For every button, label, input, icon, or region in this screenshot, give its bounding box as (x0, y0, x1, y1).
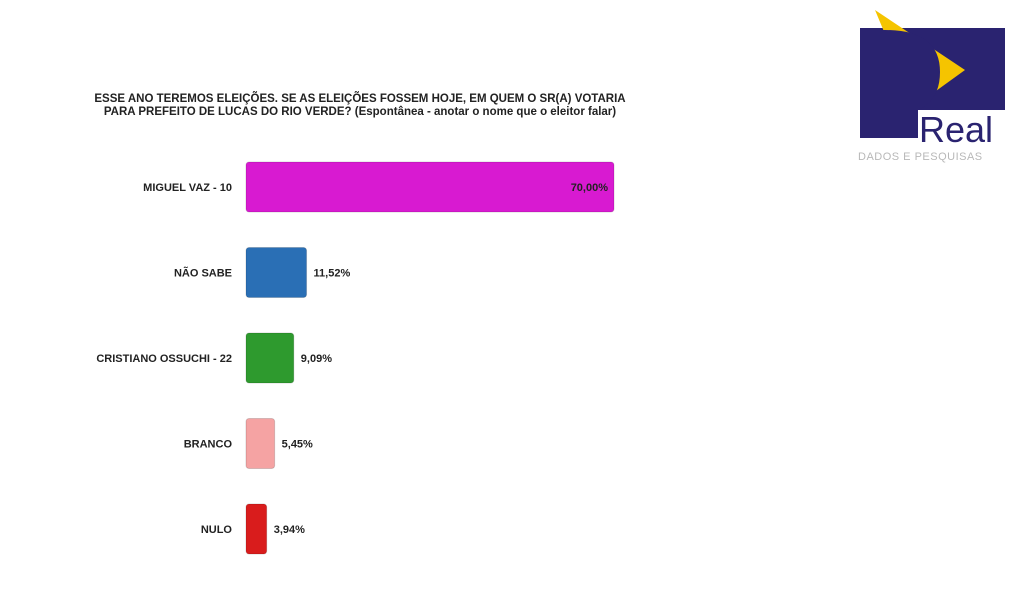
chart-subtitle: (Espontânea - anotar o nome que o eleito… (354, 106, 617, 118)
chart-title-line-1: ESSE ANO TEREMOS ELEIÇÕES. SE AS ELEIÇÕE… (94, 93, 626, 105)
value-label: 3,94% (274, 524, 305, 536)
value-label: 5,45% (282, 439, 313, 451)
bar (245, 332, 295, 384)
category-label: NULO (201, 524, 233, 536)
real-logo: Real DADOS E PESQUISAS (858, 10, 1010, 163)
value-label: 11,52% (314, 268, 351, 280)
category-label: BRANCO (184, 439, 233, 451)
logo-navy-strip (860, 110, 918, 138)
category-label: MIGUEL VAZ - 10 (143, 182, 232, 194)
bar (245, 247, 308, 298)
category-label: NÃO SABE (174, 267, 232, 280)
chart-title: ESSE ANO TEREMOS ELEIÇÕES. SE AS ELEIÇÕE… (40, 93, 680, 119)
value-label: 70,00% (571, 182, 609, 194)
chart-title-line-2: PARA PREFEITO DE LUCAS DO RIO VERDE? (103, 106, 352, 118)
bar (245, 503, 268, 555)
logo-tagline: DADOS E PESQUISAS (858, 151, 983, 163)
logo-navy-d (860, 30, 940, 116)
category-label: CRISTIANO OSSUCHI - 22 (96, 353, 232, 365)
bar (245, 418, 276, 469)
bar (245, 161, 615, 213)
bar-chart: MIGUEL VAZ - 10 70,00% NÃO SABE 11,52% CRIST… (96, 161, 615, 555)
logo-word: Real (919, 109, 993, 150)
value-label: 9,09% (301, 353, 332, 365)
